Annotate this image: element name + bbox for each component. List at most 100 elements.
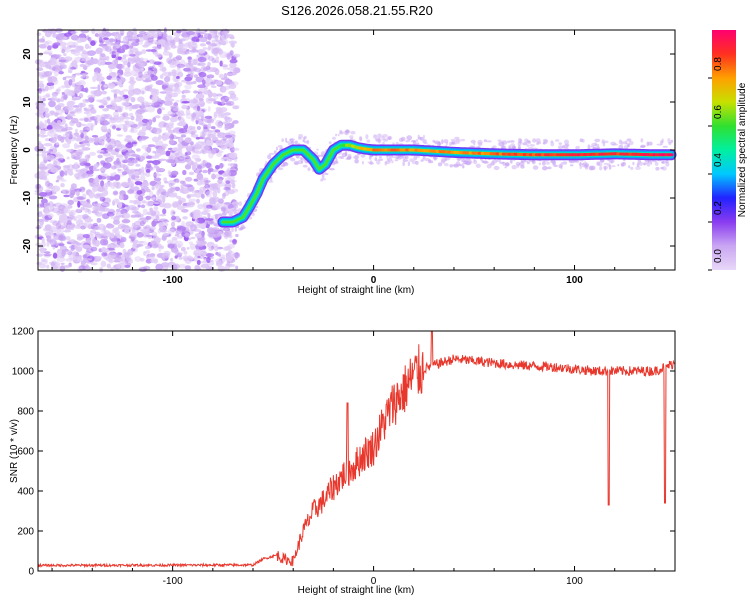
noise-speck (151, 220, 157, 227)
noise-speck (138, 266, 148, 272)
noise-speck (74, 109, 83, 114)
noise-speck (183, 67, 191, 72)
noise-speck (114, 227, 120, 231)
noise-speck (168, 182, 173, 188)
noise-speck (168, 194, 178, 198)
ridge-halo (366, 139, 371, 143)
ridge-halo (558, 145, 563, 151)
noise-speck (177, 48, 183, 55)
noise-speck (40, 45, 47, 48)
noise-speck (93, 71, 100, 78)
ridge-halo (307, 167, 311, 172)
noise-speck (207, 212, 211, 219)
noise-speck (221, 211, 227, 216)
ridge-halo (509, 159, 513, 164)
noise-speck (80, 52, 89, 58)
noise-speck (113, 190, 118, 195)
noise-speck (142, 44, 149, 48)
noise-speck (70, 151, 79, 158)
ridge-halo (441, 139, 444, 145)
noise-speck (146, 106, 156, 113)
noise-speck (177, 143, 183, 148)
noise-speck (38, 82, 42, 87)
noise-speck (122, 226, 131, 230)
spec-y-tick-label: 0 (22, 147, 33, 153)
noise-speck (178, 256, 183, 260)
noise-speck (187, 56, 192, 60)
ridge-halo (538, 162, 542, 166)
noise-speck (134, 194, 139, 199)
noise-speck (115, 208, 121, 213)
noise-speck (97, 59, 103, 66)
noise-speck (215, 165, 220, 170)
noise-speck (84, 99, 94, 102)
noise-speck (206, 118, 215, 124)
noise-speck (46, 126, 53, 130)
noise-speck (126, 121, 135, 126)
ridge-halo (362, 160, 364, 165)
noise-speck (100, 160, 106, 165)
noise-speck (43, 49, 53, 55)
noise-speck (138, 33, 146, 38)
noise-speck (160, 168, 164, 171)
noise-speck (181, 94, 186, 99)
noise-speck (43, 227, 51, 232)
colorbar: 0.0 0.2 0.4 0.6 0.8 Normalized spectral ampl… (708, 30, 748, 271)
noise-speck (51, 147, 58, 154)
ridge-halo (233, 204, 239, 209)
ridge-halo (661, 166, 667, 171)
ridge-halo (456, 140, 460, 144)
snr-x-tick-label: -100 (163, 576, 183, 587)
noise-speck (119, 242, 125, 249)
noise-speck (182, 169, 187, 176)
ridge-halo (415, 160, 419, 165)
ridge-halo (660, 140, 663, 145)
ridge-halo (558, 142, 563, 145)
noise-speck (45, 93, 51, 97)
noise-speck (127, 61, 131, 68)
noise-speck (224, 202, 231, 205)
noise-speck (92, 75, 97, 83)
noise-speck (204, 265, 209, 269)
noise-speck (157, 108, 162, 115)
ridge-halo (228, 234, 233, 239)
noise-speck (198, 29, 207, 34)
ridge-halo (290, 157, 296, 162)
ridge-halo (565, 143, 570, 147)
noise-speck (136, 240, 144, 244)
noise-speck (158, 221, 164, 228)
ridge-halo (382, 134, 388, 138)
ridge-halo (620, 163, 625, 167)
noise-speck (93, 209, 100, 215)
noise-speck (158, 158, 167, 161)
noise-speck (41, 74, 49, 78)
noise-speck (145, 201, 153, 207)
noise-speck (69, 192, 74, 199)
noise-speck (119, 115, 124, 121)
noise-speck (134, 214, 142, 218)
ridge-halo (468, 162, 471, 165)
noise-speck (155, 237, 162, 241)
noise-speck (140, 186, 149, 190)
noise-speck (118, 77, 125, 84)
noise-speck (167, 243, 175, 249)
noise-speck (150, 259, 155, 263)
ridge-halo (483, 139, 488, 143)
noise-speck (152, 117, 157, 123)
noise-speck (204, 115, 213, 119)
noise-speck (235, 265, 239, 270)
ridge-halo (406, 135, 413, 141)
noise-speck (73, 244, 83, 251)
noise-speck (184, 76, 193, 82)
noise-speck (39, 247, 46, 254)
noise-speck (215, 56, 220, 60)
noise-speck (65, 190, 69, 194)
noise-speck (94, 33, 99, 37)
noise-speck (38, 104, 45, 111)
noise-speck (162, 233, 170, 236)
noise-speck (223, 186, 231, 191)
noise-speck (101, 140, 105, 146)
noise-speck (124, 67, 131, 74)
noise-speck (220, 254, 226, 260)
